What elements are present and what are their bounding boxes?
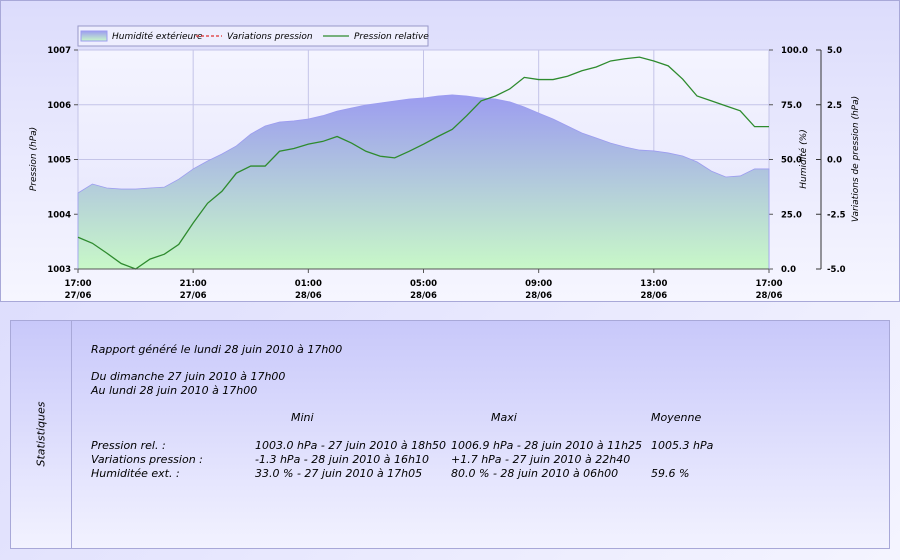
x-tick-label: 28/06	[640, 291, 667, 301]
stats-cell: 1005.3 hPa	[651, 439, 714, 452]
legend-swatch	[80, 30, 108, 42]
legend-label: Pression relative	[354, 32, 429, 42]
stats-cell: Humiditée ext. :	[91, 467, 180, 480]
stats-cell: 1006.9 hPa - 28 juin 2010 à 11h25	[451, 439, 643, 452]
x-tick-label: 09:00	[525, 279, 552, 289]
stats-cell: 1003.0 hPa - 27 juin 2010 à 18h50	[255, 439, 447, 452]
x-tick-label: 28/06	[410, 291, 437, 301]
y2-tick-label: 50.0	[781, 156, 802, 166]
y-axis-title: Pression (hPa)	[29, 127, 39, 191]
y3-tick-label: -2.5	[827, 210, 846, 220]
y-tick-label: 1003	[47, 265, 71, 275]
report-line: Rapport généré le lundi 28 juin 2010 à 1…	[91, 343, 343, 356]
y-tick-label: 1004	[47, 210, 71, 220]
y2-tick-label: 0.0	[781, 265, 796, 275]
y-tick-label: 1007	[47, 46, 71, 56]
y2-tick-label: 100.0	[781, 46, 808, 56]
stats-cell: 80.0 % - 28 juin 2010 à 06h00	[451, 467, 619, 480]
chart: Pression (hPa) Humidité (%) Variations d…	[29, 25, 861, 301]
stats-cell: +1.7 hPa - 27 juin 2010 à 22h40	[451, 453, 631, 466]
stats-cell: 33.0 % - 27 juin 2010 à 17h05	[255, 467, 423, 480]
y-tick-label: 1005	[47, 156, 71, 166]
y2-axis-title: Humidité (%)	[798, 129, 809, 188]
x-tick-label: 28/06	[295, 291, 322, 301]
stats-cell: Pression rel. :	[91, 439, 166, 452]
x-tick-label: 17:00	[755, 279, 782, 289]
x-tick-label: 28/06	[525, 291, 552, 301]
stats-title: Statistiques	[34, 401, 48, 467]
x-tick-label: 27/06	[65, 291, 92, 301]
stats-cell: Variations pression :	[91, 453, 203, 466]
stats-side: Statistiques	[11, 321, 72, 548]
legend-label: Humidité extérieure	[112, 31, 203, 42]
y3-tick-label: -5.0	[827, 265, 846, 275]
chart-area: Pression (hPa) Humidité (%) Variations d…	[0, 0, 900, 302]
stats-panel: Statistiques Rapport généré le lundi 28 …	[10, 320, 890, 549]
series-line	[77, 56, 769, 270]
x-tick-label: 01:00	[295, 279, 322, 289]
y3-tick-label: 0.0	[827, 156, 842, 166]
y2-tick-label: 75.0	[781, 101, 802, 111]
x-tick-label: 27/06	[180, 291, 207, 301]
x-tick-label: 28/06	[756, 291, 783, 301]
legend-label: Variations pression	[227, 32, 313, 42]
period-to: Au lundi 28 juin 2010 à 17h00	[91, 384, 258, 397]
column-header: Moyenne	[651, 411, 702, 424]
x-tick-label: 21:00	[180, 279, 207, 289]
y3-axis-title: Variations de pression (hPa)	[851, 96, 861, 222]
x-tick-label: 13:00	[640, 279, 667, 289]
stats-cell: -1.3 hPa - 28 juin 2010 à 16h10	[255, 453, 430, 466]
column-header: Mini	[291, 411, 314, 424]
y2-tick-label: 25.0	[781, 210, 802, 220]
y3-tick-label: 2.5	[827, 101, 842, 111]
period-from: Du dimanche 27 juin 2010 à 17h00	[91, 370, 286, 383]
humidity-area	[77, 94, 770, 270]
y-tick-label: 1006	[47, 101, 71, 111]
stats-cell: 59.6 %	[651, 467, 690, 480]
column-header: Maxi	[491, 411, 517, 424]
y3-tick-label: 5.0	[827, 46, 842, 56]
legend	[77, 25, 429, 47]
x-tick-label: 05:00	[410, 279, 437, 289]
x-tick-label: 17:00	[64, 279, 91, 289]
